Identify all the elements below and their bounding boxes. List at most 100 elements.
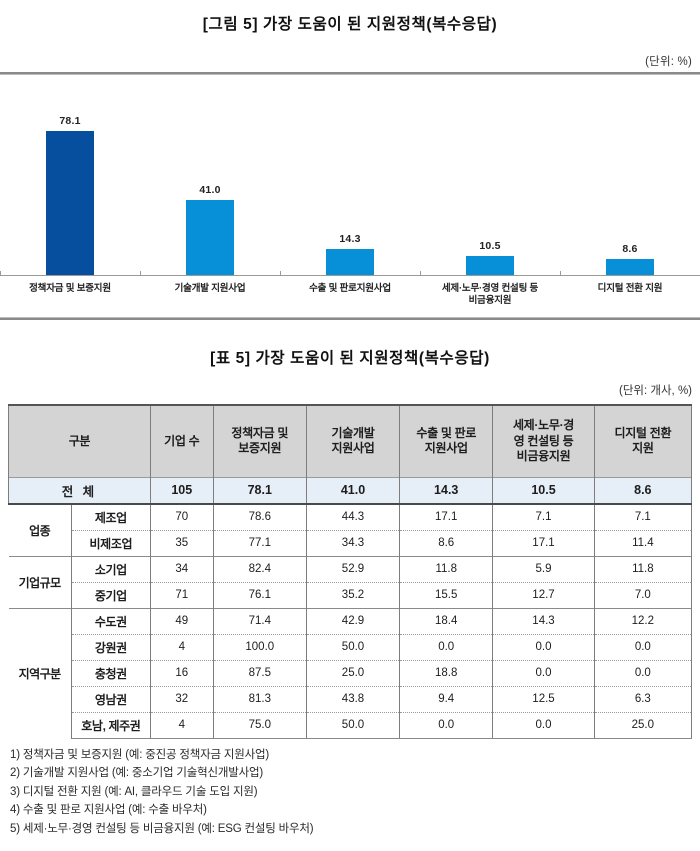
- table-cell: 52.9: [305, 555, 401, 582]
- table-cell: 18.8: [399, 659, 494, 686]
- table-cell: 7.1: [492, 503, 595, 530]
- table-cell: 5.9: [492, 555, 595, 582]
- bar: [186, 200, 234, 275]
- axis-tick: [560, 271, 561, 276]
- bar-slot: 10.5: [420, 93, 560, 275]
- table-cell: 49: [149, 607, 214, 634]
- table-cell: 44.3: [305, 503, 401, 530]
- chart-plot-area: 78.1 41.0 14.3 10.5 8.6: [0, 93, 700, 275]
- figure-unit-label: (단위: %): [645, 56, 692, 68]
- table-cell: 9.4: [399, 685, 494, 712]
- table-row-label: 강원권: [70, 633, 151, 660]
- table-cell: 0.0: [492, 711, 595, 739]
- table-cell: 18.4: [399, 607, 494, 634]
- table-cell: 0.0: [492, 633, 595, 660]
- table-cell: 42.9: [305, 607, 401, 634]
- table-cell: 11.8: [593, 555, 693, 582]
- bar-slot: 78.1: [0, 93, 140, 275]
- footnote: 1) 정책자금 및 보증지원 (예: 중진공 정책자금 지원사업): [10, 748, 270, 761]
- bar-value-label: 14.3: [339, 233, 361, 245]
- table-row-label: 소기업: [70, 555, 151, 582]
- table-row-label: 충청권: [70, 659, 151, 686]
- table-cell: 11.4: [593, 529, 693, 556]
- table-row: 비제조업 35 77.1 34.3 8.6 17.1 11.4: [9, 529, 693, 556]
- table-cell: 81.3: [212, 685, 307, 712]
- bar: [326, 249, 374, 275]
- chart-category-label: 수출 및 판로지원사업: [309, 283, 391, 294]
- table-cell: 71.4: [212, 607, 307, 634]
- table-cell: 82.4: [212, 555, 307, 582]
- footnote: 3) 디지털 전환 지원 (예: AI, 클라우드 기술 도입 지원): [10, 785, 258, 798]
- chart-category-label: 정책자금 및 보증지원: [29, 283, 111, 294]
- table-cell: 4: [149, 711, 214, 739]
- table-group-label: 지역구분: [8, 607, 72, 738]
- table-cell: 14.3: [492, 607, 595, 634]
- figure-top-rule: [0, 72, 700, 75]
- bar-slot: 14.3: [280, 93, 420, 275]
- table-row-label: 호남, 제주권: [70, 711, 151, 739]
- table-unit-label: (단위: 개사, %): [619, 385, 692, 397]
- axis-tick: [420, 271, 421, 276]
- table-header-cell: 구분: [8, 405, 151, 477]
- table-row: 영남권 32 81.3 43.8 9.4 12.5 6.3: [9, 685, 693, 712]
- bar-slot: 8.6: [560, 93, 700, 275]
- bar-value-label: 8.6: [622, 243, 638, 255]
- table-header: 구분 기업 수 정책자금 및 보증지원 기술개발 지원사업 수출 및 판로 지원사업 세제·노무…: [8, 405, 693, 477]
- table-cell: 25.0: [593, 711, 693, 739]
- chart-category-label: 세제·노무·경영 컨설팅 등 비금융지원: [441, 283, 539, 306]
- chart-x-axis: [0, 271, 700, 276]
- table-total-value: 8.6: [593, 476, 693, 505]
- table-group-label: 기업규모: [8, 555, 72, 608]
- footnote: 5) 세제·노무·경영 컨설팅 등 비금융지원 (예: ESG 컨설팅 바우처): [10, 823, 314, 835]
- axis-tick: [280, 271, 281, 276]
- table-cell: 35.2: [305, 581, 401, 608]
- bar: [46, 131, 94, 275]
- table-header-cell: 기술개발 지원사업: [305, 405, 401, 477]
- bar: [466, 256, 514, 275]
- bar-value-label: 78.1: [59, 115, 81, 127]
- table-header-cell: 세제·노무·경 영 컨설팅 등 비금융지원: [492, 405, 595, 477]
- table-cell: 0.0: [399, 711, 494, 739]
- table-cell: 6.3: [593, 685, 693, 712]
- table-cell: 17.1: [399, 503, 494, 530]
- table-row: 강원권 4 100.0 50.0 0.0 0.0 0.0: [9, 633, 693, 660]
- table-cell: 71: [149, 581, 214, 608]
- table-row: 중기업 71 76.1 35.2 15.5 12.7 7.0: [9, 581, 693, 608]
- table-cell: 0.0: [399, 633, 494, 660]
- chart-category-labels: 정책자금 및 보증지원 기술개발 지원사업 수출 및 판로지원사업 세제·노무·경영 …: [0, 283, 700, 307]
- figure-bottom-rule: [0, 317, 700, 320]
- table-group-label: 업종: [8, 503, 72, 556]
- bar-value-label: 10.5: [479, 240, 501, 252]
- table-cell: 35: [149, 529, 214, 556]
- table-cell: 70: [149, 503, 214, 530]
- table-body: 업종 제조업 70 78.6 44.3 17.1 7.1 7.1 비제조업 35 77.1 34.3 8…: [8, 503, 693, 739]
- table-row-label: 비제조업: [70, 529, 151, 556]
- bar-chart: 78.1 41.0 14.3 10.5 8.6 정책자금 및 보증지원 기술개발 지원사업…: [0, 93, 700, 306]
- table-cell: 7.0: [593, 581, 693, 608]
- table-row-label: 영남권: [70, 685, 151, 712]
- table-row-label: 중기업: [70, 581, 151, 608]
- table-row-label: 제조업: [70, 503, 151, 530]
- footnotes: 1) 정책자금 및 보증지원 (예: 중진공 정책자금 지원사업) 2) 기술개발…: [10, 746, 700, 839]
- chart-category-label: 기술개발 지원사업: [174, 283, 246, 294]
- table-header-cell: 디지털 전환 지원: [593, 405, 693, 477]
- table-cell: 32: [149, 685, 214, 712]
- table-cell: 50.0: [305, 711, 401, 739]
- table-header-cell: 정책자금 및 보증지원: [212, 405, 307, 477]
- table-total-value: 105: [149, 476, 214, 505]
- table-total-label: 전 체: [8, 476, 151, 505]
- table-cell: 0.0: [593, 659, 693, 686]
- table-cell: 100.0: [212, 633, 307, 660]
- table-cell: 50.0: [305, 633, 401, 660]
- table-cell: 0.0: [593, 633, 693, 660]
- table-row: 호남, 제주권 4 75.0 50.0 0.0 0.0 25.0: [9, 711, 693, 739]
- axis-tick: [0, 271, 1, 276]
- table-cell: 15.5: [399, 581, 494, 608]
- table-header-cell: 기업 수: [149, 405, 214, 477]
- table-cell: 78.6: [212, 503, 307, 530]
- table-cell: 12.7: [492, 581, 595, 608]
- table-cell: 77.1: [212, 529, 307, 556]
- table-cell: 12.5: [492, 685, 595, 712]
- table-cell: 12.2: [593, 607, 693, 634]
